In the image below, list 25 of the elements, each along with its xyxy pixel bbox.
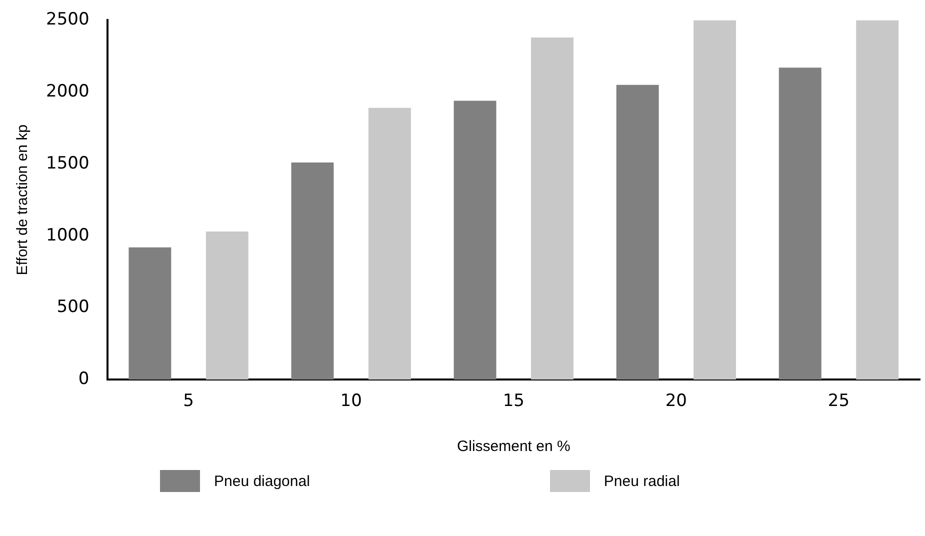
x-tick-label: 10 (340, 391, 362, 412)
bar (291, 162, 334, 380)
x-tick-label: 5 (183, 391, 194, 412)
bar (778, 68, 822, 380)
bar (856, 20, 899, 380)
x-tick-label: 25 (828, 391, 850, 412)
bar (694, 20, 736, 380)
legend-label: Pneu radial (604, 472, 680, 490)
y-tick-label: 1500 (46, 153, 90, 174)
y-tick-label: 2000 (46, 82, 90, 102)
x-axis-title: Glissement en % (456, 438, 570, 456)
bar (128, 247, 172, 380)
bar (454, 100, 496, 380)
y-tick-label: 1000 (46, 225, 90, 246)
bar (206, 232, 248, 380)
y-tick-label: 2500 (46, 10, 90, 30)
x-tick-label: 15 (502, 391, 524, 412)
y-axis-title: Effort de traction en kp (14, 124, 32, 276)
legend-label: Pneu diagonal (214, 472, 310, 490)
bar (616, 84, 659, 380)
bar (368, 108, 411, 380)
x-tick-label: 20 (665, 391, 687, 412)
y-tick-label: 500 (56, 297, 90, 318)
y-tick-label: 0 (78, 369, 90, 390)
bar (531, 37, 574, 380)
